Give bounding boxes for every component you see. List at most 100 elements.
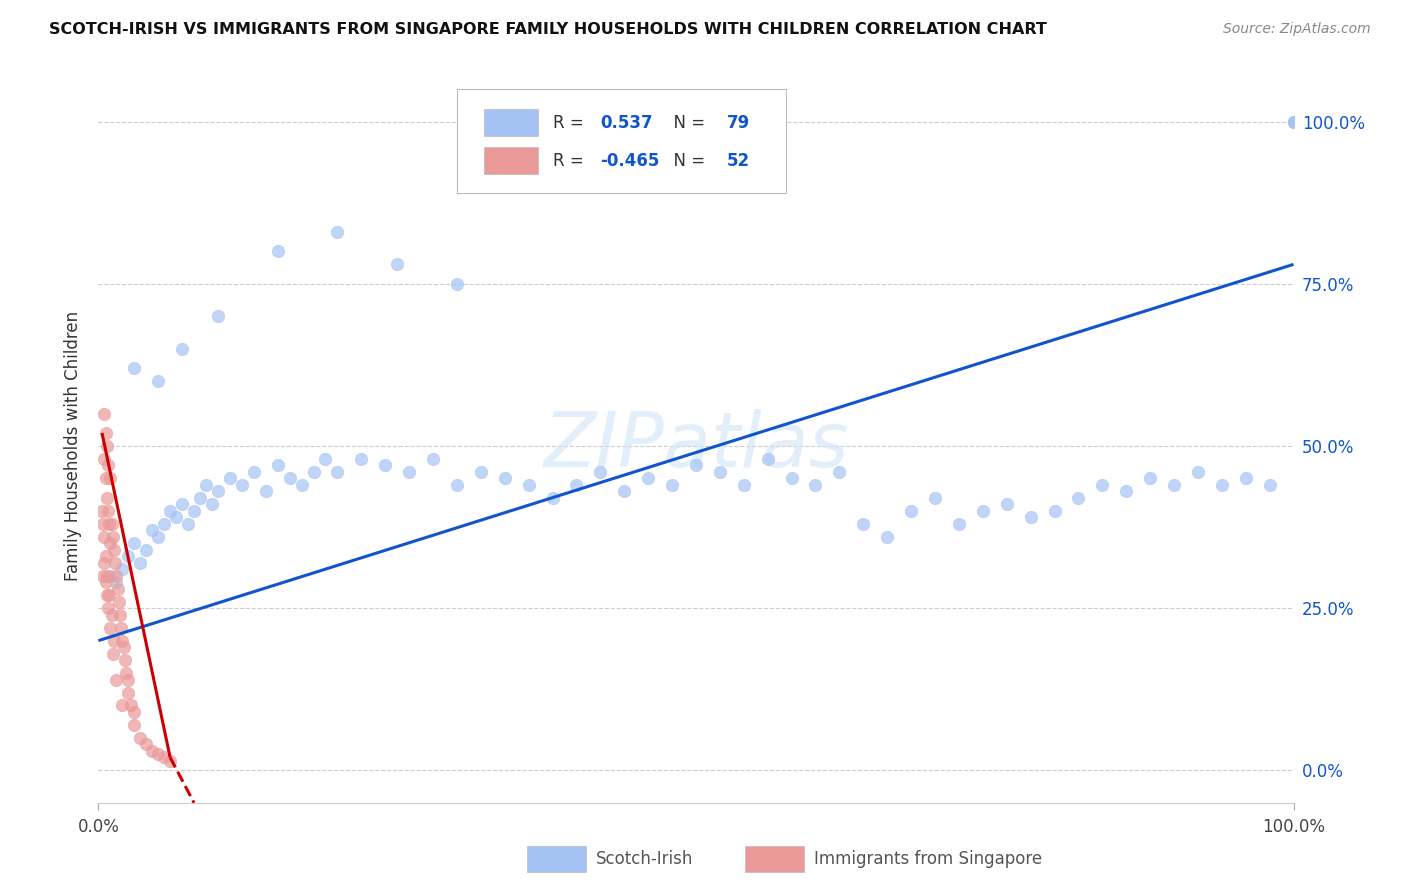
Point — [972, 504, 994, 518]
Point — [1091, 478, 1114, 492]
Point — [104, 556, 127, 570]
Point — [172, 497, 194, 511]
Point — [948, 516, 970, 531]
Point — [107, 595, 129, 609]
Point — [153, 750, 176, 764]
Point — [129, 556, 152, 570]
Point — [93, 530, 115, 544]
Point — [1211, 478, 1233, 492]
Point — [1115, 484, 1137, 499]
Point — [129, 731, 152, 745]
Point — [828, 465, 851, 479]
Point — [326, 465, 349, 479]
Y-axis label: Family Households with Children: Family Households with Children — [63, 311, 82, 581]
Text: ZIPatlas: ZIPatlas — [543, 409, 849, 483]
Point — [111, 698, 134, 713]
Point — [94, 549, 117, 564]
Point — [98, 516, 121, 531]
Point — [108, 607, 131, 622]
Point — [120, 698, 142, 713]
Point — [804, 478, 827, 492]
Point — [93, 556, 115, 570]
Point — [207, 484, 229, 499]
Text: -0.465: -0.465 — [600, 152, 659, 169]
Point — [1258, 478, 1281, 492]
Point — [114, 653, 136, 667]
Point — [661, 478, 683, 492]
Point — [141, 744, 163, 758]
Point — [91, 504, 114, 518]
Point — [1282, 114, 1305, 128]
Point — [101, 647, 124, 661]
Point — [94, 425, 117, 440]
Point — [98, 471, 122, 485]
Point — [254, 484, 277, 499]
Text: N =: N = — [662, 114, 710, 132]
Point — [135, 542, 157, 557]
Point — [94, 575, 117, 590]
Text: 52: 52 — [727, 152, 751, 169]
Point — [517, 478, 540, 492]
Point — [1282, 114, 1305, 128]
Point — [188, 491, 211, 505]
Point — [995, 497, 1018, 511]
Point — [278, 471, 301, 485]
Point — [100, 516, 122, 531]
Point — [105, 575, 128, 590]
Point — [589, 465, 612, 479]
Point — [470, 465, 492, 479]
Point — [112, 640, 135, 654]
Text: R =: R = — [553, 152, 589, 169]
Point — [183, 504, 205, 518]
Point — [124, 718, 146, 732]
Point — [195, 478, 218, 492]
Text: R =: R = — [553, 114, 589, 132]
Point — [93, 407, 115, 421]
Point — [685, 458, 707, 473]
Point — [91, 516, 114, 531]
Point — [302, 465, 325, 479]
Point — [153, 516, 176, 531]
Point — [100, 607, 122, 622]
Point — [105, 673, 128, 687]
Point — [105, 568, 128, 582]
Point — [110, 621, 132, 635]
Point — [96, 491, 118, 505]
Point — [98, 536, 122, 550]
Text: SCOTCH-IRISH VS IMMIGRANTS FROM SINGAPORE FAMILY HOUSEHOLDS WITH CHILDREN CORREL: SCOTCH-IRISH VS IMMIGRANTS FROM SINGAPOR… — [49, 22, 1047, 37]
Point — [111, 633, 134, 648]
Point — [1234, 471, 1257, 485]
Point — [924, 491, 946, 505]
Text: Immigrants from Singapore: Immigrants from Singapore — [814, 850, 1042, 868]
Point — [900, 504, 922, 518]
Point — [876, 530, 898, 544]
Point — [148, 374, 170, 388]
Point — [1019, 510, 1042, 524]
Point — [637, 471, 659, 485]
Point — [107, 582, 129, 596]
Text: Scotch-Irish: Scotch-Irish — [596, 850, 693, 868]
Point — [117, 685, 139, 699]
Point — [91, 568, 114, 582]
Point — [1187, 465, 1209, 479]
Point — [97, 601, 120, 615]
Point — [124, 361, 146, 376]
Point — [97, 504, 120, 518]
Point — [733, 478, 755, 492]
Point — [148, 747, 170, 761]
Point — [93, 452, 115, 467]
Point — [1043, 504, 1066, 518]
Point — [565, 478, 588, 492]
Point — [124, 536, 146, 550]
Point — [201, 497, 224, 511]
Point — [101, 530, 124, 544]
FancyBboxPatch shape — [485, 147, 538, 174]
Point — [96, 588, 118, 602]
FancyBboxPatch shape — [457, 89, 786, 193]
Point — [98, 588, 121, 602]
Point — [115, 666, 138, 681]
Point — [117, 673, 139, 687]
Point — [350, 452, 373, 467]
Point — [385, 257, 409, 271]
Point — [96, 568, 118, 582]
